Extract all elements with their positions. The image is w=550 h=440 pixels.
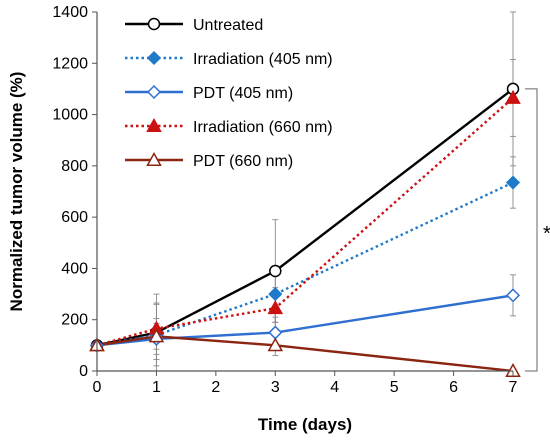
y-tick-label: 400: [61, 260, 88, 277]
legend-marker: [146, 117, 162, 132]
significance-annotation: *: [525, 88, 550, 372]
y-tick-label: 0: [79, 363, 88, 380]
series-line: [96, 97, 514, 347]
data-point: [267, 337, 284, 352]
legend-marker: [146, 151, 162, 166]
series-line: [96, 87, 514, 347]
y-tick-label: 1400: [52, 4, 88, 21]
significance-bracket: [525, 88, 538, 372]
data-point: [268, 287, 283, 302]
legend-label: Irradiation (660 nm): [193, 119, 333, 136]
y-tick-label: 200: [61, 312, 88, 329]
x-tick-label: 1: [152, 379, 161, 396]
legend: Untreated Irradiation (405 nm) PDT (405 nm…: [125, 17, 333, 170]
x-tick-label: 5: [390, 379, 399, 396]
x-tick-label: 4: [330, 379, 339, 396]
x-tick-label: 2: [211, 379, 220, 396]
x-axis-title: Time (days): [258, 415, 352, 434]
axes: [92, 11, 514, 376]
legend-label: PDT (405 nm): [193, 85, 293, 102]
y-tick-label: 1000: [52, 107, 88, 124]
significance-star: *: [543, 223, 550, 245]
data-point: [505, 288, 521, 303]
x-tick-label: 6: [449, 379, 458, 396]
y-tick-label: 800: [61, 158, 88, 175]
x-tick-label: 7: [509, 379, 518, 396]
legend-marker: [146, 84, 162, 100]
data-point: [505, 175, 521, 190]
data-point: [505, 89, 521, 104]
legend-label: PDT (660 nm): [193, 153, 293, 170]
x-tick-label: 0: [93, 379, 102, 396]
series-line: [96, 181, 514, 347]
tick-labels: 0 200 400 600 800 1000 1200 1400 0 1 2 3 4 5 6 7: [52, 4, 517, 396]
legend-marker: [146, 50, 162, 66]
legend-marker: [147, 17, 161, 31]
series-line: [96, 294, 514, 347]
data-point: [268, 325, 283, 340]
y-tick-label: 600: [61, 209, 88, 226]
legend-label: Irradiation (405 nm): [193, 51, 333, 68]
series-line: [96, 335, 514, 373]
data-point: [148, 328, 165, 343]
data-point: [269, 264, 282, 278]
y-axis-title: Normalized tumor volume (%): [7, 72, 26, 312]
series-lines: [96, 87, 514, 373]
legend-label: Untreated: [193, 17, 263, 34]
y-tick-label: 1200: [52, 55, 88, 72]
x-tick-label: 3: [271, 379, 280, 396]
data-point: [267, 300, 284, 315]
data-point: [505, 362, 521, 377]
